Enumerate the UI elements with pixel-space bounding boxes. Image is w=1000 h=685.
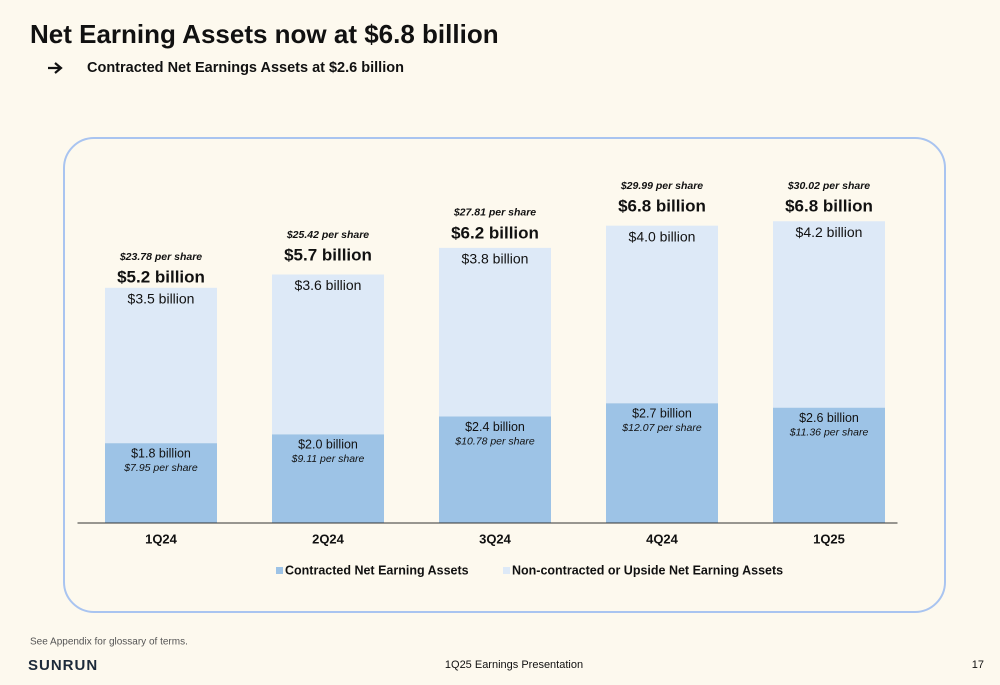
total-per-share-label: $30.02 per share <box>787 180 870 192</box>
bar-segment <box>439 416 551 523</box>
value-label: $4.2 billion <box>796 224 863 240</box>
footnote: See Appendix for glossary of terms. <box>30 637 188 648</box>
subtitle: Contracted Net Earnings Assets at $2.6 b… <box>87 60 404 76</box>
bar-segment <box>439 247 551 417</box>
chart-frame <box>63 137 946 613</box>
bar-segment <box>773 221 885 408</box>
x-tick-label: 1Q25 <box>813 531 845 546</box>
chart: $1.8 billion $7.95 per share $3.5 billion $… <box>77 180 898 577</box>
footer-center: 1Q25 Earnings Presentation <box>445 659 583 671</box>
x-tick-label: 3Q24 <box>479 531 512 546</box>
bar-segment <box>773 407 885 523</box>
value-label: $1.8 billion <box>131 446 191 460</box>
value-label: $3.5 billion <box>128 291 195 307</box>
per-share-label: $10.78 per share <box>454 435 535 447</box>
total-per-share-label: $23.78 per share <box>119 251 202 263</box>
total-label: $5.7 billion <box>284 246 372 265</box>
x-tick-label: 2Q24 <box>312 531 345 546</box>
logo: SUNRUN <box>28 657 98 674</box>
per-share-label: $9.11 per share <box>291 453 365 465</box>
value-label: $3.8 billion <box>462 251 529 267</box>
legend-entry: Non-contracted or Upside Net Earning Ass… <box>512 563 783 577</box>
per-share-label: $12.07 per share <box>621 422 702 434</box>
x-tick-label: 4Q24 <box>646 531 679 546</box>
arrow-icon <box>48 62 63 74</box>
value-label: $3.6 billion <box>295 277 362 293</box>
value-label: $2.0 billion <box>298 438 358 452</box>
per-share-label: $7.95 per share <box>123 462 198 474</box>
total-per-share-label: $25.42 per share <box>286 229 369 241</box>
legend-swatch <box>276 567 283 574</box>
total-label: $6.8 billion <box>618 197 706 216</box>
bar-segment <box>606 403 718 523</box>
legend-entry: Contracted Net Earning Assets <box>285 563 469 577</box>
slide-title: Net Earning Assets now at $6.8 billion <box>30 19 499 49</box>
bar-segment <box>606 225 718 404</box>
total-label: $5.2 billion <box>117 268 205 287</box>
page-number: 17 <box>972 659 984 671</box>
per-share-label: $11.36 per share <box>789 426 869 438</box>
value-label: $2.4 billion <box>465 420 525 434</box>
total-label: $6.8 billion <box>785 197 873 216</box>
value-label: $4.0 billion <box>629 228 696 244</box>
value-label: $2.7 billion <box>632 406 692 420</box>
bar-segment <box>105 443 217 523</box>
value-label: $2.6 billion <box>799 411 859 425</box>
bar-segment <box>272 274 384 435</box>
total-label: $6.2 billion <box>451 223 539 242</box>
bar-segment <box>105 287 217 444</box>
legend-swatch <box>503 567 510 574</box>
total-per-share-label: $29.99 per share <box>620 180 703 192</box>
x-tick-label: 1Q24 <box>145 531 178 546</box>
bar-segment <box>272 434 384 523</box>
total-per-share-label: $27.81 per share <box>453 207 536 219</box>
